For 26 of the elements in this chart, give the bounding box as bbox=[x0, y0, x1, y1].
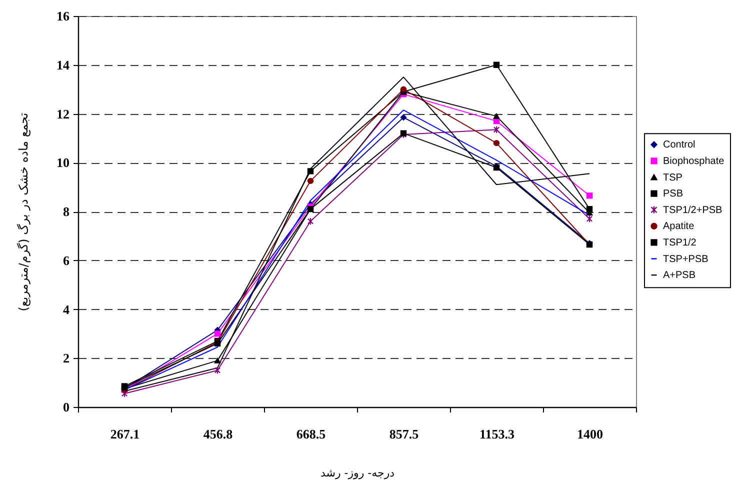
legend-label: TSP1/2 bbox=[663, 237, 697, 248]
legend-label: PSB bbox=[663, 188, 684, 200]
x-tick-label: 267.1 bbox=[110, 426, 140, 442]
x-tick-label: 456.8 bbox=[203, 426, 234, 442]
x-tick-label: 668.5 bbox=[296, 426, 326, 442]
legend-label: TSP bbox=[663, 172, 683, 184]
y-tick-label: 6 bbox=[63, 252, 70, 268]
legend-label: A+PSB bbox=[663, 270, 696, 282]
legend-label: Control bbox=[663, 140, 696, 151]
y-tick-label: 10 bbox=[56, 155, 70, 170]
x-axis-title: درجه- روز- رشد bbox=[320, 466, 395, 480]
y-tick-label: 8 bbox=[63, 204, 70, 219]
y-tick-label: 16 bbox=[56, 8, 70, 24]
x-tick-label: 1400 bbox=[577, 426, 603, 442]
x-tick-label: 1153.3 bbox=[479, 426, 516, 442]
legend-label: Apatite bbox=[663, 221, 695, 232]
y-tick-label: 14 bbox=[56, 57, 70, 72]
y-tick-label: 12 bbox=[56, 106, 70, 122]
y-tick-label: 4 bbox=[63, 302, 70, 317]
legend-label: TSP+PSB bbox=[663, 254, 709, 265]
y-axis-title: تجمع ماده خشک در برگ (گرم/مترمربع) bbox=[16, 112, 30, 312]
y-tick-label: 0 bbox=[63, 400, 70, 414]
y-tick-label: 2 bbox=[63, 350, 70, 366]
legend-label: Biophosphate bbox=[663, 156, 725, 167]
legend-label: TSP1/2+PSB bbox=[663, 204, 723, 216]
x-tick-label: 857.5 bbox=[389, 426, 420, 442]
